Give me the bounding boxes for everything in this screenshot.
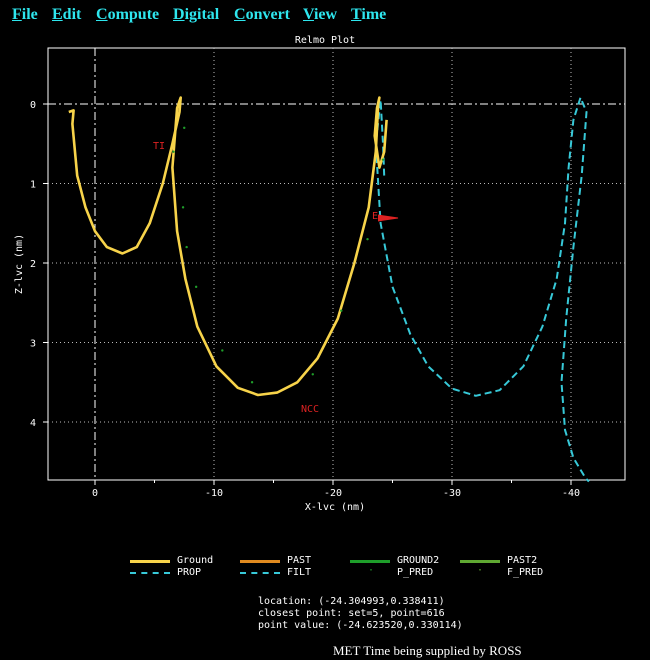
x-tick-label: -10 — [205, 488, 223, 499]
annotation-e: E — [372, 211, 378, 222]
y-tick-label: 1 — [30, 180, 36, 191]
legend-past2: PAST2 — [507, 555, 538, 566]
legend-f-pred: F_PRED — [507, 567, 544, 578]
y-tick-label: 0 — [30, 100, 36, 111]
relmo-plot[interactable]: 0 -10 -20 -30 -40 0 1 2 3 4 X-lvc (nm) Z-lvc (nm) TI… — [0, 32, 650, 560]
menu-view[interactable]: View — [303, 6, 338, 23]
p-pred-marker — [194, 285, 198, 289]
legend-filt: FILT — [287, 567, 312, 578]
p-pred-marker — [366, 237, 369, 241]
annotation-ncc: NCC — [301, 404, 319, 415]
closest-point-readout: closest point: set=5, point=616 — [258, 608, 445, 619]
location-readout: location: (-24.304993,0.338411) — [258, 596, 445, 607]
p-pred-marker — [311, 373, 314, 376]
x-tick-label: -20 — [324, 488, 342, 499]
point-value-readout: point value: (-24.623520,0.330114) — [258, 620, 463, 631]
legend-p-pred: P_PRED — [397, 567, 434, 578]
relmo-plot-window[interactable]: 0 -10 -20 -30 -40 0 1 2 3 4 X-lvc (nm) Z-lvc (nm) TI… — [0, 32, 650, 560]
legend: Ground PAST GROUND2 PAST2 PROP FILT · P_… — [0, 555, 650, 595]
y-axis-label: Z-lvc (nm) — [14, 234, 25, 294]
menu-bar: File Edit Compute Digital Convert View T… — [0, 0, 650, 32]
p-pred-marker — [185, 245, 188, 249]
x-tick-label: 0 — [92, 488, 98, 499]
legend-ground: Ground — [177, 555, 214, 566]
annotation-ti: TI — [153, 141, 165, 152]
legend-filt-swatch — [240, 572, 280, 574]
status-message: MET Time being supplied by ROSS — [333, 643, 522, 658]
p-pred-marker — [381, 158, 385, 161]
p-pred-marker — [181, 206, 185, 209]
legend-past: PAST — [287, 555, 312, 566]
menu-convert[interactable]: Convert — [234, 6, 290, 23]
legend-ground2: GROUND2 — [397, 555, 440, 566]
menu-edit[interactable]: Edit — [52, 6, 82, 23]
p-pred-marker — [221, 349, 224, 352]
legend-ground2-swatch — [350, 560, 390, 563]
ground-trajectory-line — [68, 96, 388, 397]
y-tick-label: 2 — [30, 259, 36, 270]
x-axis-label: X-lvc (nm) — [305, 502, 365, 513]
plot-title: Relmo Plot — [294, 35, 356, 46]
legend-past2-swatch — [460, 560, 500, 563]
legend-prop: PROP — [177, 567, 202, 578]
y-tick-label: 4 — [30, 418, 36, 429]
menu-digital[interactable]: Digital — [173, 6, 220, 23]
p-pred-marker — [183, 126, 186, 130]
x-tick-label: -30 — [443, 488, 461, 499]
legend-prop-swatch — [130, 572, 170, 574]
p-pred-marker — [172, 150, 175, 153]
plot-frame — [47, 47, 626, 481]
legend-p-pred-marker: · — [368, 565, 375, 576]
y-tick-label: 3 — [30, 339, 36, 350]
menu-time[interactable]: Time — [351, 6, 387, 23]
p-pred-marker — [250, 381, 254, 384]
legend-ground-swatch — [130, 560, 170, 563]
cursor-info: location: (-24.304993,0.338411) closest … — [258, 596, 463, 632]
marker-arrow — [377, 214, 399, 222]
p-pred-marker — [340, 309, 343, 312]
filt-trajectory-line — [374, 96, 590, 483]
legend-f-pred-marker: · — [477, 565, 484, 576]
menu-compute[interactable]: Compute — [96, 6, 160, 23]
legend-past-swatch — [240, 560, 280, 563]
menu-file[interactable]: File — [12, 6, 38, 23]
x-tick-label: -40 — [562, 488, 580, 499]
